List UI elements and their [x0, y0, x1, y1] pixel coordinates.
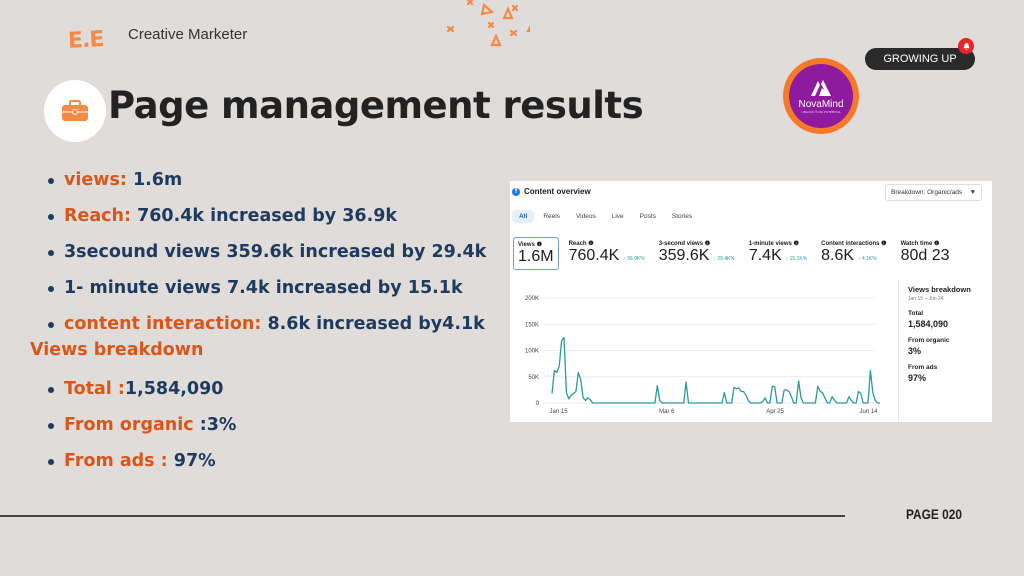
views-breakdown-sidebar: Views breakdown Jan 15 – Jun 24 Total 1,…	[898, 281, 988, 422]
x-tick-label: Jan 15	[550, 409, 569, 415]
breakdown-dropdown[interactable]: Breakdown: Organic/ads ▼	[885, 184, 982, 201]
content-overview-panel: f Content overview Breakdown: Organic/ad…	[510, 181, 992, 422]
y-tick-label: 100K	[525, 349, 539, 355]
bullet-reach: Reach: 760.4k increased by 36.9k	[48, 198, 486, 234]
briefcase-icon	[62, 100, 88, 121]
sidebar-organic-value: 3%	[908, 346, 922, 356]
y-tick-label: 150K	[525, 322, 539, 328]
content-tabs: All Reels Videos Live Posts Stories	[512, 210, 701, 223]
info-icon: ❶	[793, 241, 799, 247]
metric-views[interactable]: Views ❶ 1.6M	[513, 237, 559, 270]
breakdown-ads: From ads : 97%	[48, 443, 236, 479]
tab-videos[interactable]: Videos	[575, 213, 596, 220]
page-number: PAGE 020	[906, 506, 963, 522]
growing-up-badge: GROWING UP	[865, 48, 975, 70]
footer-divider	[0, 515, 845, 517]
sidebar-ads-value: 97%	[908, 373, 927, 383]
bullet-content-interaction: content interaction: 8.6k increased by4.…	[48, 306, 486, 342]
tab-all[interactable]: All	[512, 210, 535, 223]
facebook-icon: f	[512, 187, 520, 196]
metric-1-minute-views[interactable]: 1-minute views ❶ 7.4K ↑ 15.1K%	[748, 241, 808, 264]
x-tick-label: Apr 25	[766, 409, 784, 415]
tab-live[interactable]: Live	[611, 213, 624, 220]
brand-tagline: Creative Marketer	[128, 26, 248, 43]
novamind-mark-icon	[811, 79, 831, 96]
partner-logo: NovaMind UNLOCK YOUR POTENTIAL	[783, 58, 859, 134]
y-tick-label: 50K	[528, 375, 539, 381]
views-line-chart: 200K 150K 100K 50K 0 Jan 15 Mar 6 Apr 25 Jun 14	[525, 296, 880, 415]
sidebar-ads-label: From ads	[908, 364, 938, 371]
info-icon: ❶	[881, 241, 887, 247]
y-tick-label: 0	[536, 401, 540, 407]
info-icon: ❶	[704, 241, 711, 247]
y-tick-label: 200K	[525, 296, 539, 302]
sidebar-date-range: Jan 15 – Jun 24	[908, 296, 944, 302]
tab-reels[interactable]: Reels	[543, 213, 560, 220]
bell-icon	[958, 38, 974, 54]
views-series-line	[551, 336, 880, 404]
metric-reach[interactable]: Reach ❶ 760.4K ↑ 36.9K%	[568, 241, 645, 264]
brand-logo: E.E	[67, 27, 105, 54]
views-breakdown-heading: Views breakdown	[30, 340, 204, 360]
decorative-shapes	[446, 0, 530, 47]
breakdown-organic: From organic :3%	[48, 407, 236, 443]
bullet-1-minute-views: 1- minute views 7.4k increased by 15.1k	[48, 270, 486, 306]
metric-content-interactions[interactable]: Content interactions ❶ 8.6K ↑ 4.1K%	[821, 241, 887, 264]
views-breakdown-list: Total :1,584,090 From organic :3% From a…	[48, 371, 236, 479]
breakdown-total: Total :1,584,090	[48, 371, 236, 407]
sidebar-total-label: Total	[908, 310, 924, 317]
panel-header: f Content overview	[512, 187, 591, 196]
panel-title: Content overview	[524, 187, 591, 196]
metric-3-second-views[interactable]: 3-second views ❶ 359.6K ↑ 29.4K%	[658, 241, 735, 264]
partner-logo-subtitle: UNLOCK YOUR POTENTIAL	[801, 109, 841, 114]
x-tick-label: Jun 14	[860, 409, 879, 415]
bullet-3-second-views: 3secound views 359.6k increased by 29.4k	[48, 234, 486, 270]
partner-logo-name: NovaMind	[798, 98, 844, 110]
title-icon-circle	[44, 80, 106, 142]
tab-posts[interactable]: Posts	[639, 213, 656, 220]
sidebar-total-value: 1,584,090	[908, 319, 949, 329]
tab-stories[interactable]: Stories	[671, 213, 693, 220]
caret-down-icon: ▼	[969, 189, 976, 196]
info-icon: ❶	[934, 241, 940, 247]
info-icon: ❶	[588, 241, 594, 247]
info-icon: ❶	[536, 242, 542, 248]
sidebar-organic-label: From organic	[908, 337, 950, 344]
x-tick-label: Mar 6	[659, 409, 675, 415]
metric-cards: Views ❶ 1.6M Reach ❶ 760.4K ↑ 36.9K% 3-se…	[513, 237, 960, 270]
sidebar-title: Views breakdown	[908, 285, 971, 294]
bullet-views: views: 1.6m	[48, 162, 486, 198]
metrics-bullet-list: views: 1.6m Reach: 760.4k increased by 3…	[48, 162, 486, 342]
page-title: Page management results	[108, 84, 644, 127]
metric-watch-time[interactable]: Watch time ❶ 80d 23	[900, 241, 950, 264]
